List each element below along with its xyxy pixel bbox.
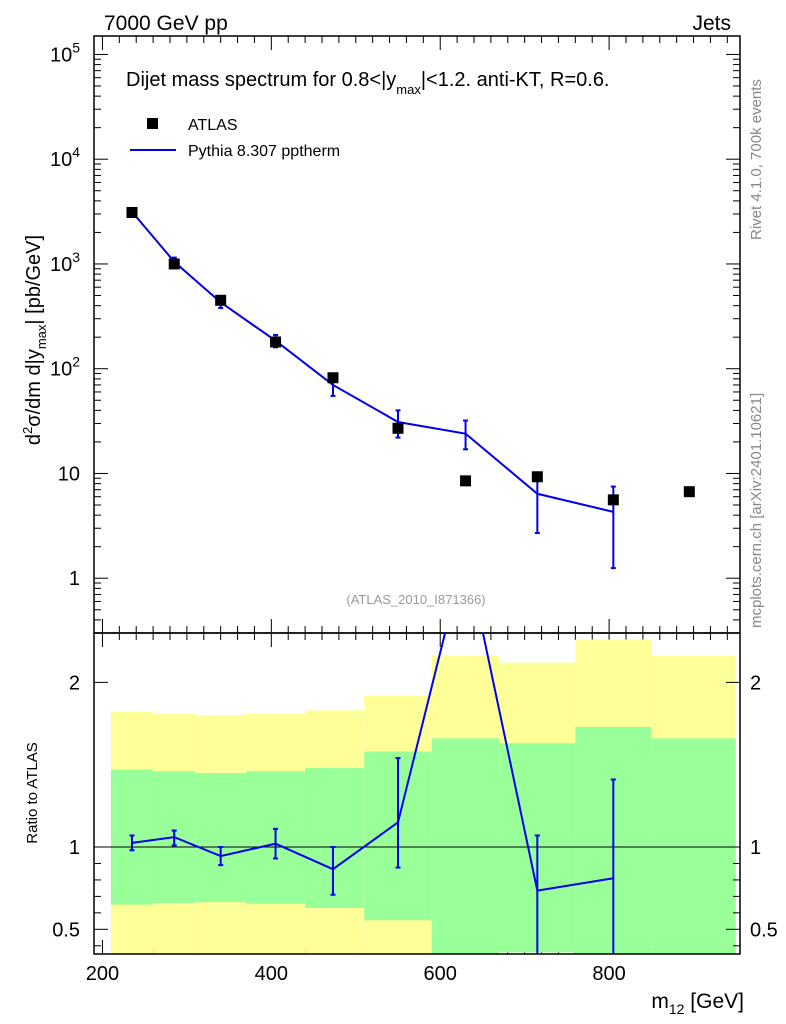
plot-title: Dijet mass spectrum for 0.8<|ymax|<1.2. …	[126, 69, 610, 97]
ratio-y-tick-label-right: 1	[750, 837, 761, 859]
ratio-y-tick-label-left: 2	[69, 672, 80, 694]
green-band	[305, 767, 365, 908]
main-y-tick-label-base: 10	[50, 254, 72, 276]
ratio-frame	[93, 632, 741, 955]
legend: ATLAS Pythia 8.307 pptherm	[130, 117, 340, 160]
main-data-layer	[126, 206, 695, 570]
atlas-point	[327, 372, 339, 384]
legend-label-pythia: Pythia 8.307 pptherm	[188, 143, 340, 160]
atlas-point	[392, 422, 404, 434]
ratio-band-layer	[110, 639, 736, 954]
legend-label-atlas: ATLAS	[188, 117, 238, 134]
ratio-y-tick-label-left: 1	[69, 837, 80, 859]
green-band	[195, 772, 246, 903]
main-y-tick-label: 1	[69, 568, 80, 590]
rivet-label: Rivet 4.1.0, 700k events	[748, 79, 765, 240]
analysis-id: (ATLAS_2010_I871366)	[346, 592, 485, 607]
main-y-tick-label-exponent: 5	[72, 39, 80, 55]
process-label: Jets	[692, 12, 731, 35]
main-y-tick-label: 105	[50, 39, 80, 66]
main-y-tick-label-base: 10	[58, 463, 80, 485]
main-y-tick-label-exponent: 4	[72, 144, 80, 160]
green-band	[651, 738, 736, 954]
ratio-tick-labels: 0.5 0.5 1 1 2 2 200 400 600 800	[52, 672, 778, 985]
plot-title-subscript: max	[396, 82, 421, 97]
main-y-tick-label: 10	[58, 463, 80, 485]
legend-marker-atlas	[147, 118, 158, 129]
plot-title-prefix: Dijet mass spectrum for 0.8<|y	[126, 69, 396, 91]
atlas-point	[460, 475, 472, 487]
ratio-y-tick-label-left: 0.5	[52, 919, 80, 941]
ratio-panel: 0.5 0.5 1 1 2 2 200 400 600 800 Ratio to ATLAS	[24, 632, 778, 985]
ratio-y-tick-label-right: 0.5	[750, 919, 778, 941]
ratio-y-tick-label-right: 2	[750, 672, 761, 694]
main-y-tick-label-exponent: 2	[72, 354, 80, 370]
atlas-point	[683, 486, 695, 498]
pythia-line	[131, 211, 614, 513]
green-band	[431, 738, 500, 954]
x-tick-label: 800	[592, 963, 625, 985]
x-axis-label: m12 [GeV]	[651, 990, 744, 1017]
x-tick-label: 400	[255, 963, 288, 985]
mcplots-label: mcplots.cern.ch [arXiv:2401.10621]	[748, 393, 765, 628]
atlas-point	[531, 471, 543, 483]
atlas-point	[607, 494, 619, 506]
beam-label: 7000 GeV pp	[104, 12, 228, 35]
main-y-tick-label-base: 10	[50, 149, 72, 171]
ratio-y-axis-label: Ratio to ATLAS	[24, 742, 41, 843]
atlas-point	[168, 258, 180, 270]
plot-title-suffix: |<1.2. anti-KT, R=0.6.	[421, 69, 610, 91]
main-y-tick-label-base: 10	[50, 359, 72, 381]
x-tick-label: 600	[424, 963, 457, 985]
main-y-tick-label-exponent: 3	[72, 249, 80, 265]
atlas-point	[270, 336, 282, 348]
main-y-axis-label: d2σ/dm d|ymax| [pb/GeV]	[20, 235, 49, 445]
ratio-data-layer	[94, 633, 740, 954]
atlas-point	[126, 206, 138, 218]
atlas-point	[215, 294, 227, 306]
main-y-tick-label-base: 1	[69, 568, 80, 590]
x-tick-label: 200	[86, 963, 119, 985]
main-y-tick-label: 104	[50, 144, 80, 171]
main-y-tick-label-base: 10	[50, 44, 72, 66]
main-y-tick-label: 103	[50, 249, 80, 276]
main-y-tick-label: 102	[50, 354, 80, 381]
ratio-ticks	[94, 681, 740, 947]
